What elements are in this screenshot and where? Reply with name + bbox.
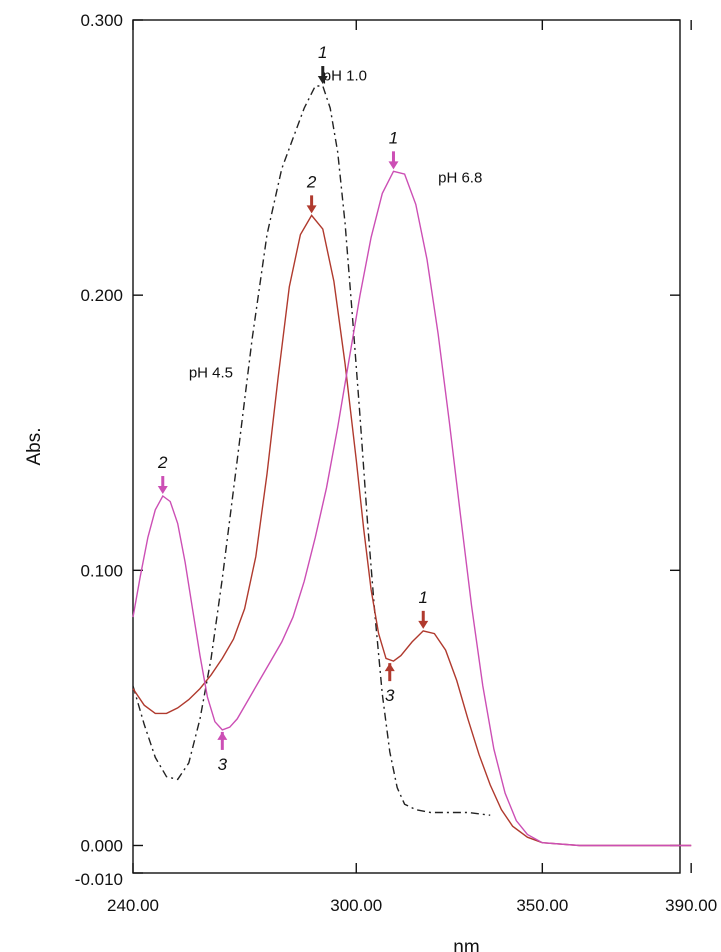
series-line-3 bbox=[132, 170, 692, 847]
x-tick-label: 300.00 bbox=[330, 896, 382, 915]
marker-number: 2 bbox=[157, 453, 168, 472]
marker-arrow-head bbox=[217, 731, 228, 740]
plot-frame bbox=[132, 19, 681, 874]
y-tick-label: 0.100 bbox=[80, 561, 123, 580]
marker-arrow-head bbox=[384, 663, 395, 672]
y-tick-label: 0.200 bbox=[80, 286, 123, 305]
x-axis-label: nm bbox=[453, 937, 479, 952]
y-tick-label: 0.000 bbox=[80, 836, 123, 855]
marker-arrow-head bbox=[317, 76, 328, 85]
marker-number: 2 bbox=[306, 172, 317, 191]
marker-number: 1 bbox=[389, 128, 398, 147]
marker-arrow-head bbox=[418, 620, 429, 629]
marker-arrow-head bbox=[388, 161, 399, 170]
series-line-2 bbox=[132, 214, 692, 847]
marker-number: 3 bbox=[385, 686, 395, 705]
series-label: pH 4.5 bbox=[189, 365, 233, 382]
series-label: pH 1.0 bbox=[323, 68, 367, 85]
x-tick-label: 240.00 bbox=[107, 896, 159, 915]
y-axis-label: Abs. bbox=[24, 427, 45, 465]
marker-arrow-head bbox=[157, 486, 168, 495]
marker-number: 1 bbox=[419, 588, 428, 607]
y-tick-label: 0.300 bbox=[80, 11, 123, 30]
y-tick-label: -0.010 bbox=[75, 870, 123, 889]
x-tick-label: 390.00 bbox=[665, 896, 717, 915]
marker-number: 1 bbox=[318, 43, 327, 62]
series-label: pH 6.8 bbox=[438, 169, 482, 186]
marker-number: 3 bbox=[218, 755, 228, 774]
marker-arrow-head bbox=[306, 205, 317, 214]
x-tick-label: 350.00 bbox=[516, 896, 568, 915]
